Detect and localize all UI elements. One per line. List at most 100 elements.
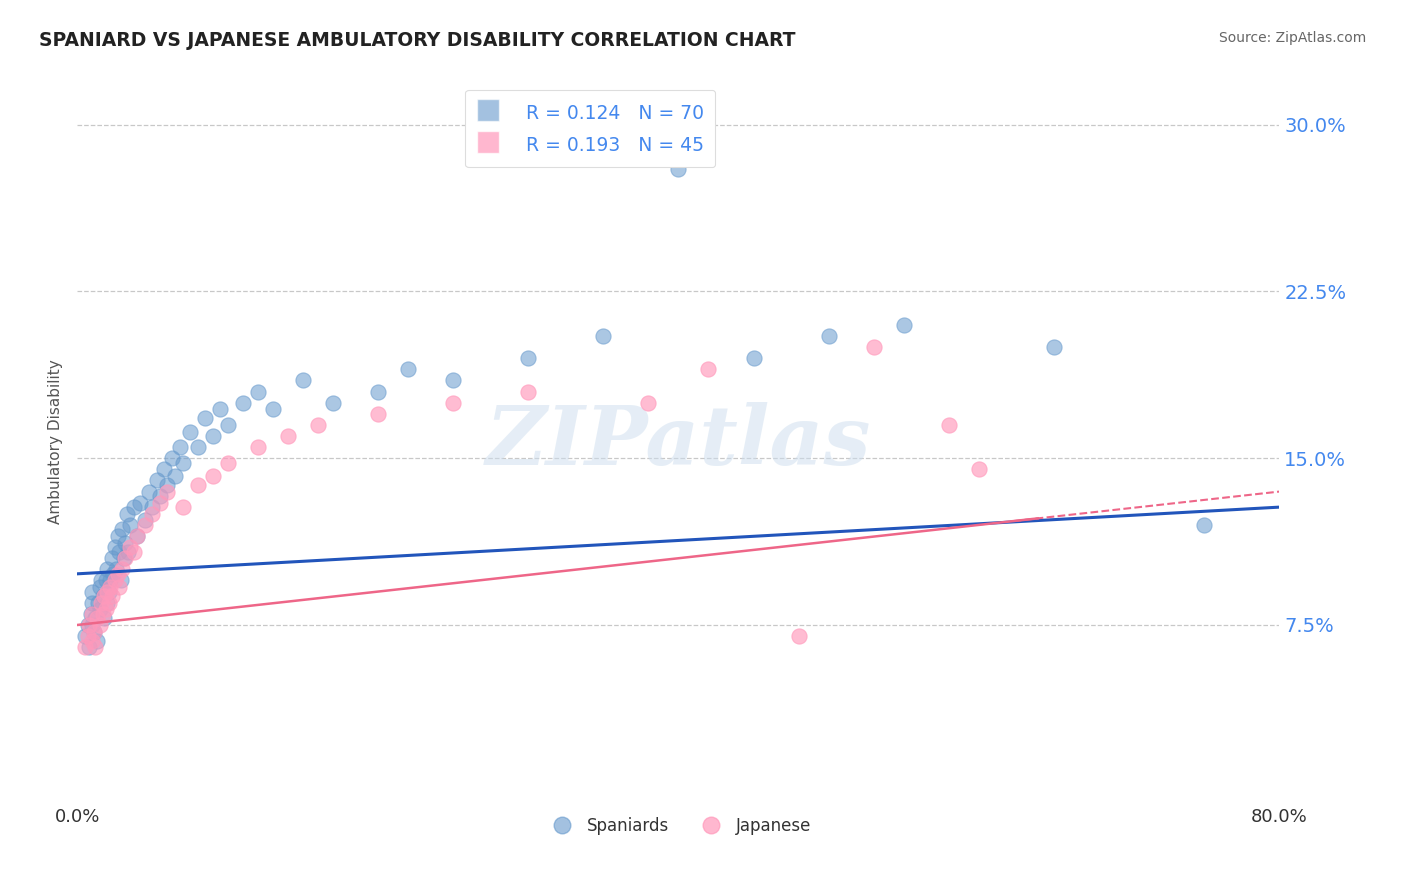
Point (107, 566, 129, 581)
Point (441, 395, 464, 409)
Point (76, 618, 98, 632)
Point (80, 607, 103, 621)
Text: Source: ZipAtlas.com: Source: ZipAtlas.com (1219, 31, 1367, 45)
Point (76, 629, 98, 643)
Point (134, 513, 156, 527)
Point (938, 417, 960, 432)
Point (217, 417, 239, 432)
Point (90, 574, 112, 588)
Point (97, 584, 120, 599)
Point (517, 351, 540, 366)
Point (322, 395, 344, 409)
Point (79, 618, 101, 632)
Point (117, 544, 139, 558)
Point (156, 478, 179, 492)
Point (141, 507, 163, 521)
Point (94, 602, 117, 616)
Point (118, 540, 141, 554)
Point (141, 500, 163, 515)
Point (118, 517, 141, 532)
Point (82, 633, 104, 648)
Point (149, 489, 172, 503)
Text: SPANIARD VS JAPANESE AMBULATORY DISABILITY CORRELATION CHART: SPANIARD VS JAPANESE AMBULATORY DISABILI… (39, 31, 796, 50)
Point (73, 629, 96, 643)
Point (160, 451, 183, 466)
Point (114, 535, 136, 549)
Point (967, 462, 990, 476)
Text: ZIPatlas: ZIPatlas (485, 401, 872, 482)
Point (127, 529, 149, 543)
Point (307, 417, 329, 432)
Point (291, 373, 314, 387)
Point (104, 574, 127, 588)
Point (90, 596, 112, 610)
Point (246, 384, 269, 399)
Point (111, 522, 134, 536)
Point (194, 411, 217, 425)
Point (517, 384, 540, 399)
Point (1043, 340, 1066, 354)
Point (217, 456, 239, 470)
Point (84, 611, 107, 625)
Point (186, 440, 209, 454)
Point (108, 544, 131, 558)
Point (101, 589, 124, 603)
Point (149, 496, 172, 510)
Point (146, 474, 169, 488)
Point (91, 589, 114, 603)
Point (172, 456, 194, 470)
Point (124, 544, 146, 558)
Point (96, 596, 118, 610)
Point (103, 566, 125, 581)
Point (201, 429, 224, 443)
Point (246, 440, 269, 454)
Point (89, 602, 111, 616)
Point (107, 529, 129, 543)
Point (97, 596, 120, 610)
Point (93, 589, 115, 603)
Point (82, 618, 104, 632)
Point (367, 407, 389, 421)
Point (668, 162, 690, 177)
Point (817, 329, 839, 343)
Point (201, 469, 224, 483)
Point (91, 607, 114, 621)
Point (87, 596, 110, 610)
Point (441, 373, 464, 387)
Point (396, 362, 419, 376)
Point (84, 640, 107, 655)
Point (592, 329, 614, 343)
Point (862, 340, 884, 354)
Point (114, 551, 136, 566)
Point (742, 351, 765, 366)
Point (111, 562, 134, 576)
Point (93, 611, 115, 625)
Point (110, 574, 132, 588)
Point (186, 478, 209, 492)
Point (1194, 517, 1216, 532)
Legend: Spaniards, Japanese: Spaniards, Japanese (538, 810, 818, 841)
Y-axis label: Ambulatory Disability: Ambulatory Disability (48, 359, 63, 524)
Point (153, 462, 176, 476)
Point (367, 384, 389, 399)
Point (79, 640, 101, 655)
Point (124, 500, 146, 515)
Point (163, 469, 186, 483)
Point (82, 584, 104, 599)
Point (262, 402, 284, 417)
Point (105, 562, 128, 576)
Point (138, 484, 160, 499)
Point (129, 496, 152, 510)
Point (179, 425, 201, 439)
Point (96, 584, 118, 599)
Point (115, 507, 138, 521)
Point (232, 395, 254, 409)
Point (73, 640, 96, 655)
Point (893, 318, 915, 332)
Point (86, 611, 108, 625)
Point (86, 633, 108, 648)
Point (100, 574, 122, 588)
Point (82, 596, 104, 610)
Point (101, 551, 124, 566)
Point (127, 529, 149, 543)
